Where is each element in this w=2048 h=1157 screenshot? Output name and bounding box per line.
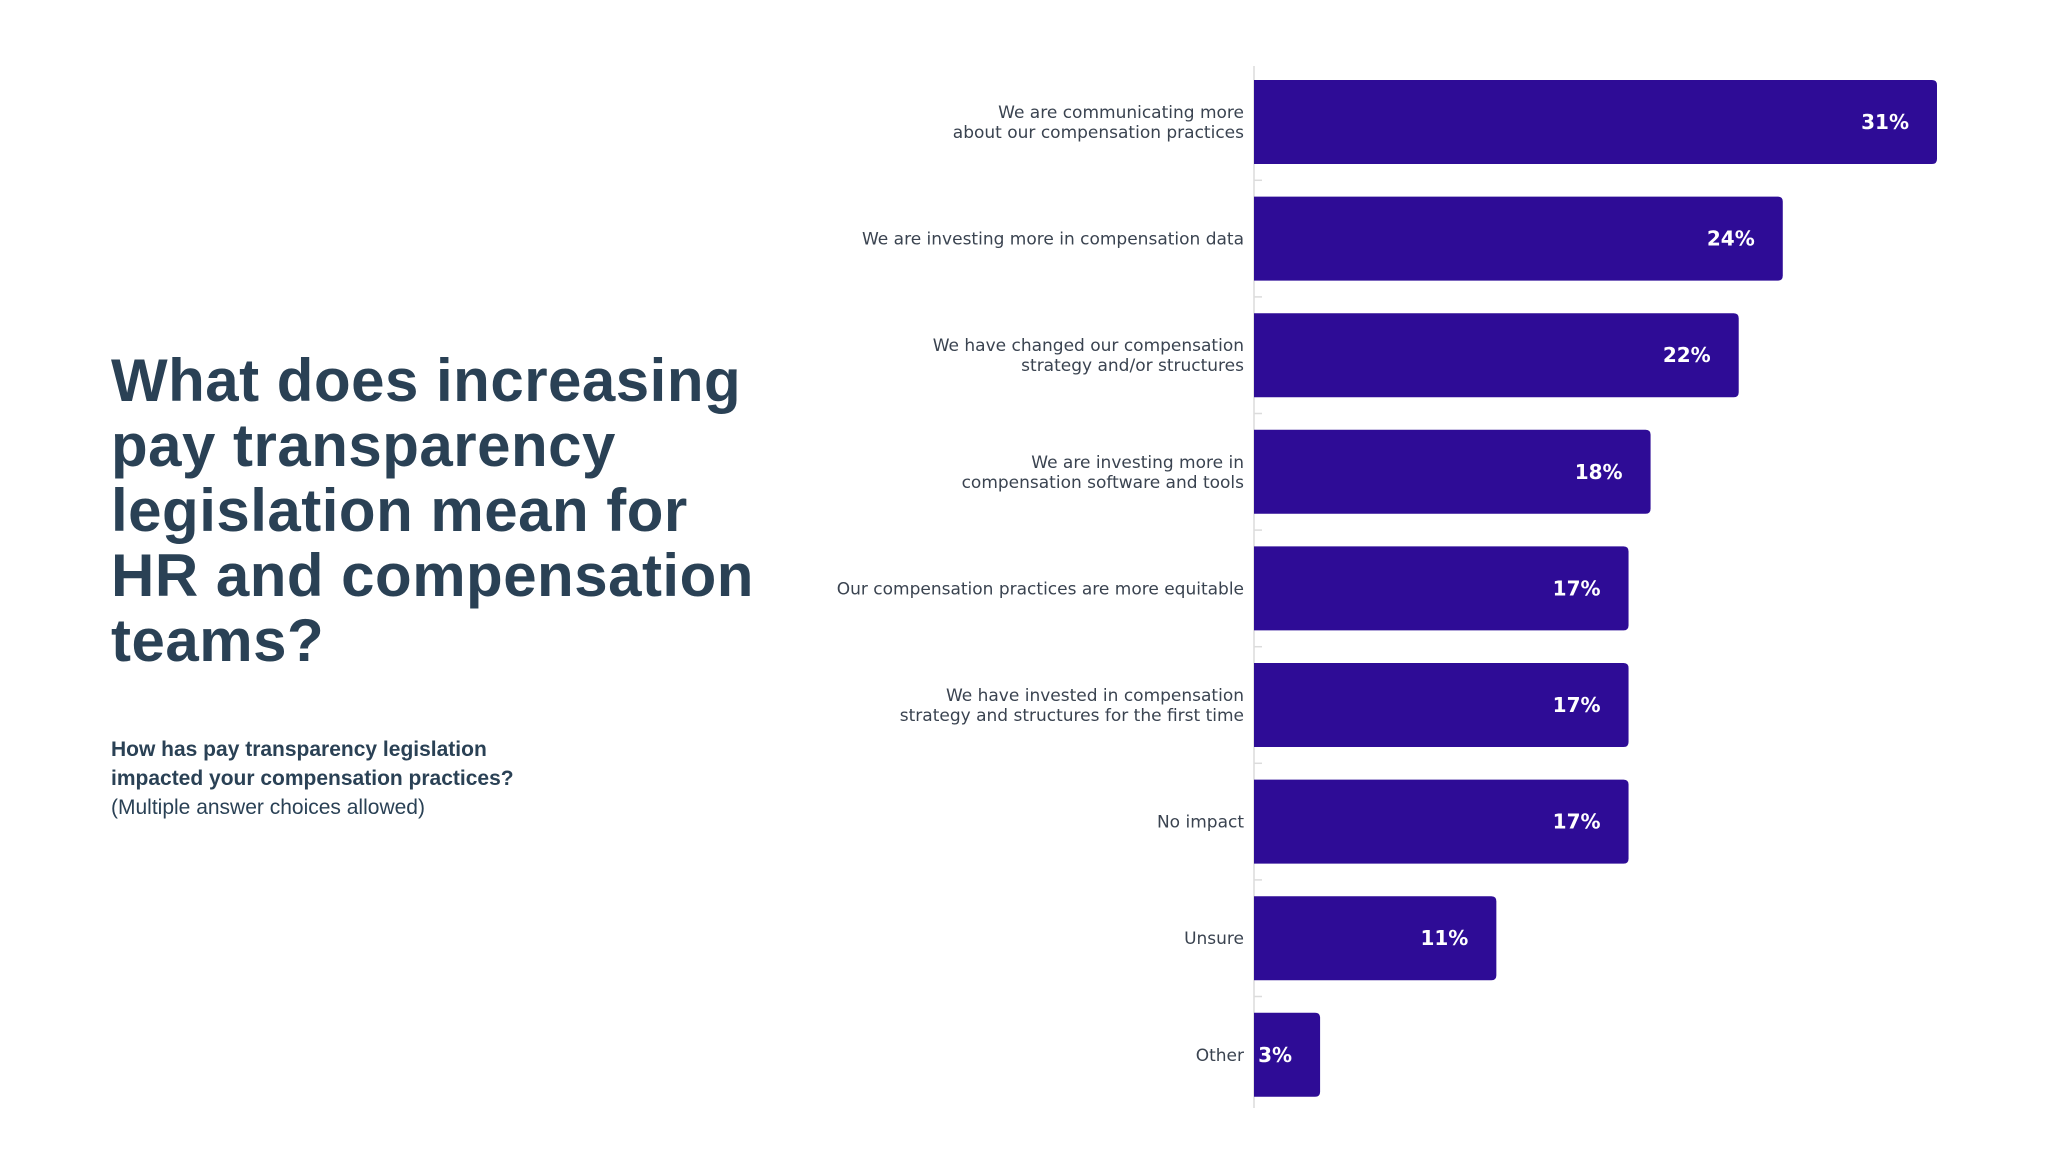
bar-4	[1254, 429, 1651, 514]
bar-2	[1254, 196, 1783, 281]
bar-value-label: 24%	[1707, 227, 1755, 251]
bar-value-label: 18%	[1575, 460, 1623, 484]
bar-value-label: 31%	[1861, 110, 1909, 134]
category-label: strategy and/or structures	[1021, 356, 1244, 376]
bar-8	[1254, 896, 1497, 981]
category-label: We are investing more in compensation da…	[862, 230, 1244, 250]
bar-value-label: 17%	[1553, 693, 1601, 717]
bar-5	[1254, 546, 1629, 631]
category-label: strategy and structures for the first ti…	[900, 706, 1244, 726]
category-label: No impact	[1157, 813, 1244, 833]
bar-value-label: 22%	[1663, 343, 1711, 367]
bar-6	[1254, 663, 1629, 747]
survey-question: How has pay transparency legislation imp…	[111, 735, 791, 822]
category-label: We are communicating more	[998, 103, 1244, 123]
page-title: What does increasing pay transparency le…	[111, 347, 754, 674]
category-label: Unsure	[1184, 929, 1244, 949]
bar-value-label: 17%	[1553, 576, 1601, 600]
category-label: about our compensation practices	[953, 123, 1244, 143]
category-label: compensation software and tools	[962, 473, 1245, 493]
question-note: (Multiple answer choices allowed)	[111, 796, 425, 819]
category-label: Our compensation practices are more equi…	[837, 579, 1244, 599]
bar-value-label: 11%	[1420, 926, 1468, 950]
category-label: Other	[1196, 1046, 1244, 1066]
bar-9	[1254, 1012, 1321, 1097]
category-label: We have changed our compensation	[933, 336, 1244, 356]
bar-3	[1254, 313, 1739, 398]
bar-value-label: 17%	[1553, 810, 1601, 834]
category-label: We are investing more in	[1031, 453, 1244, 473]
bar-1	[1254, 80, 1937, 164]
title-panel: What does increasing pay transparency le…	[111, 348, 791, 822]
category-label: We have invested in compensation	[946, 686, 1244, 706]
question-text: How has pay transparency legislation imp…	[111, 738, 514, 790]
bar-value-label: 3%	[1258, 1043, 1292, 1067]
bar-7	[1254, 779, 1629, 864]
